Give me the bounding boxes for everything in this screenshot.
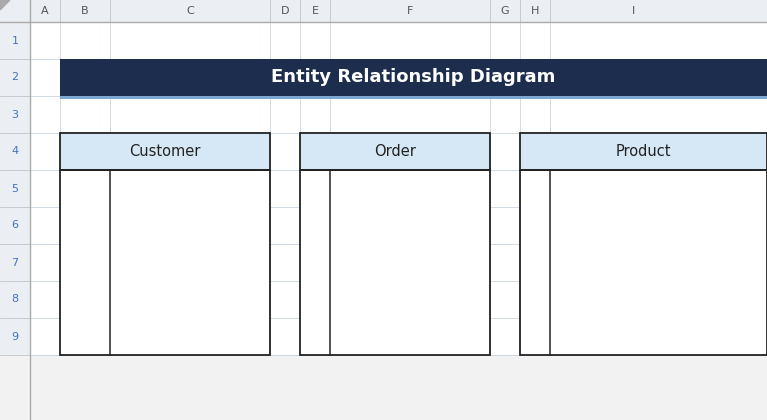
- Text: Order: Order: [374, 144, 416, 159]
- Text: A: A: [41, 6, 49, 16]
- Text: 5: 5: [12, 184, 18, 194]
- Bar: [0, 22, 30, 355]
- Text: D: D: [281, 6, 289, 16]
- Bar: [300, 170, 490, 355]
- Text: E: E: [311, 6, 318, 16]
- Text: I: I: [632, 6, 635, 16]
- Bar: [30, 22, 767, 355]
- Bar: [0, 0, 767, 22]
- Bar: [60, 170, 270, 355]
- Text: 7: 7: [12, 257, 18, 268]
- Bar: [60, 96, 767, 99]
- Bar: [520, 170, 767, 355]
- Text: 9: 9: [12, 331, 18, 341]
- Bar: [60, 133, 270, 170]
- Text: Product: Product: [616, 144, 671, 159]
- Text: 6: 6: [12, 220, 18, 231]
- Text: G: G: [501, 6, 509, 16]
- Text: 3: 3: [12, 110, 18, 120]
- Text: Entity Relationship Diagram: Entity Relationship Diagram: [272, 68, 555, 87]
- Text: C: C: [186, 6, 194, 16]
- Bar: [520, 133, 767, 170]
- Bar: [300, 133, 490, 170]
- Text: H: H: [531, 6, 539, 16]
- Text: B: B: [81, 6, 89, 16]
- Bar: [520, 133, 767, 170]
- Bar: [60, 170, 270, 355]
- Polygon shape: [0, 0, 10, 10]
- Bar: [60, 59, 767, 96]
- Text: 2: 2: [12, 73, 18, 82]
- Bar: [300, 170, 490, 355]
- Bar: [520, 170, 767, 355]
- Text: Customer: Customer: [130, 144, 201, 159]
- Text: F: F: [407, 6, 413, 16]
- Text: 4: 4: [12, 147, 18, 157]
- Text: 1: 1: [12, 36, 18, 45]
- Bar: [300, 133, 490, 170]
- Text: 8: 8: [12, 294, 18, 304]
- Bar: [60, 133, 270, 170]
